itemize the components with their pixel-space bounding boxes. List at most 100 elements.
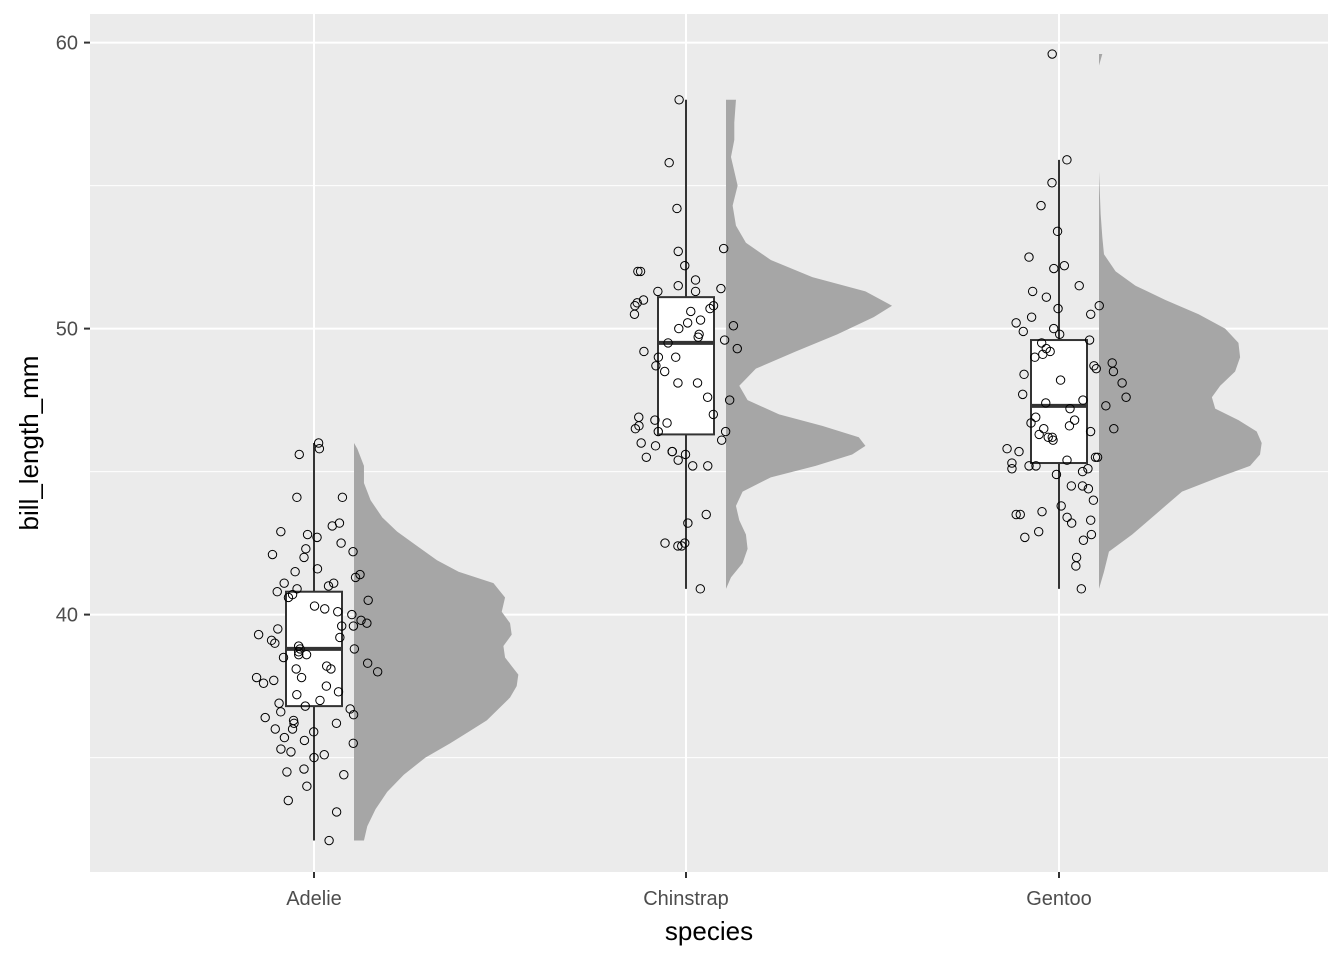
data-point [1002, 444, 1012, 454]
data-point [677, 541, 687, 551]
y-tick-label: 50 [56, 319, 78, 341]
data-point [650, 415, 660, 425]
data-point [1034, 429, 1044, 440]
data-point [683, 518, 693, 528]
data-point [300, 701, 310, 711]
data-point [1085, 515, 1096, 525]
data-point [278, 652, 289, 663]
data-point [333, 607, 343, 617]
data-point [1121, 392, 1131, 402]
points-layer [251, 49, 1131, 846]
x-tick-label: Chinstrap [643, 888, 729, 910]
data-point [682, 318, 693, 328]
data-point [302, 781, 312, 791]
data-point [1014, 446, 1024, 457]
data-point [251, 672, 262, 683]
data-point [630, 301, 640, 311]
density-adelie [354, 443, 519, 841]
data-point [273, 624, 283, 634]
data-point [1077, 481, 1088, 491]
data-point [695, 315, 706, 325]
y-tick-label: 40 [56, 605, 78, 627]
data-point [1039, 424, 1049, 434]
data-point [282, 767, 292, 777]
data-point [290, 567, 300, 577]
data-point [1086, 309, 1096, 319]
data-point [289, 718, 299, 728]
data-point [301, 544, 311, 554]
density-layer [354, 54, 1262, 841]
data-point [1071, 552, 1082, 563]
data-point [260, 712, 270, 723]
data-point [301, 649, 312, 660]
data-point [1078, 535, 1089, 545]
data-point [291, 664, 301, 674]
data-point [1017, 389, 1028, 400]
data-point [673, 541, 683, 551]
data-point [705, 303, 715, 314]
data-point [372, 667, 383, 677]
data-point [1026, 418, 1036, 428]
data-point [1018, 326, 1028, 337]
data-point [718, 243, 729, 254]
data-point [1091, 363, 1101, 374]
data-point [695, 584, 706, 594]
data-point [651, 361, 661, 371]
data-point [348, 738, 358, 748]
data-point [299, 735, 310, 746]
data-point [1065, 403, 1075, 414]
data-point [1109, 424, 1119, 434]
density-chinstrap [726, 99, 892, 589]
data-point [1020, 532, 1030, 543]
data-point [702, 392, 713, 402]
data-point [1094, 301, 1104, 311]
data-point [1054, 329, 1065, 340]
data-point [270, 638, 280, 648]
x-tick-label: Adelie [286, 888, 342, 910]
data-point [276, 526, 286, 537]
data-point [363, 595, 373, 605]
data-point [673, 246, 683, 257]
data-point [636, 438, 646, 448]
data-point [309, 752, 319, 763]
data-point [650, 441, 661, 451]
data-point [355, 569, 365, 580]
data-point [1066, 481, 1077, 491]
data-point [671, 352, 681, 362]
data-point [632, 298, 642, 308]
data-point [296, 672, 307, 683]
data-point [1030, 352, 1040, 362]
data-point [680, 260, 690, 271]
data-point [288, 715, 299, 726]
data-point [309, 727, 319, 737]
data-point [1062, 155, 1072, 165]
data-point [1047, 432, 1057, 442]
data-point [323, 581, 334, 591]
x-axis-title: species [665, 916, 753, 946]
data-point [266, 635, 277, 646]
data-point [331, 807, 342, 817]
data-point [321, 681, 332, 691]
data-point [302, 529, 313, 540]
data-point [1090, 452, 1101, 462]
data-point [331, 718, 342, 728]
data-point [1062, 512, 1072, 523]
data-point [329, 578, 339, 588]
data-point [336, 538, 346, 548]
data-point [663, 338, 673, 348]
data-point [309, 601, 320, 611]
data-point [639, 346, 649, 357]
data-point [1055, 375, 1066, 385]
data-point [1101, 401, 1111, 411]
data-point [292, 584, 302, 594]
data-point [1007, 458, 1017, 468]
data-point [319, 750, 329, 760]
data-point [674, 323, 684, 334]
data-point [1024, 461, 1034, 471]
data-point [1074, 281, 1084, 291]
data-point [253, 629, 264, 640]
data-point [1031, 461, 1041, 471]
y-axis-title: bill_length_mm [14, 356, 44, 531]
data-point [1036, 200, 1046, 211]
data-point [283, 795, 293, 806]
